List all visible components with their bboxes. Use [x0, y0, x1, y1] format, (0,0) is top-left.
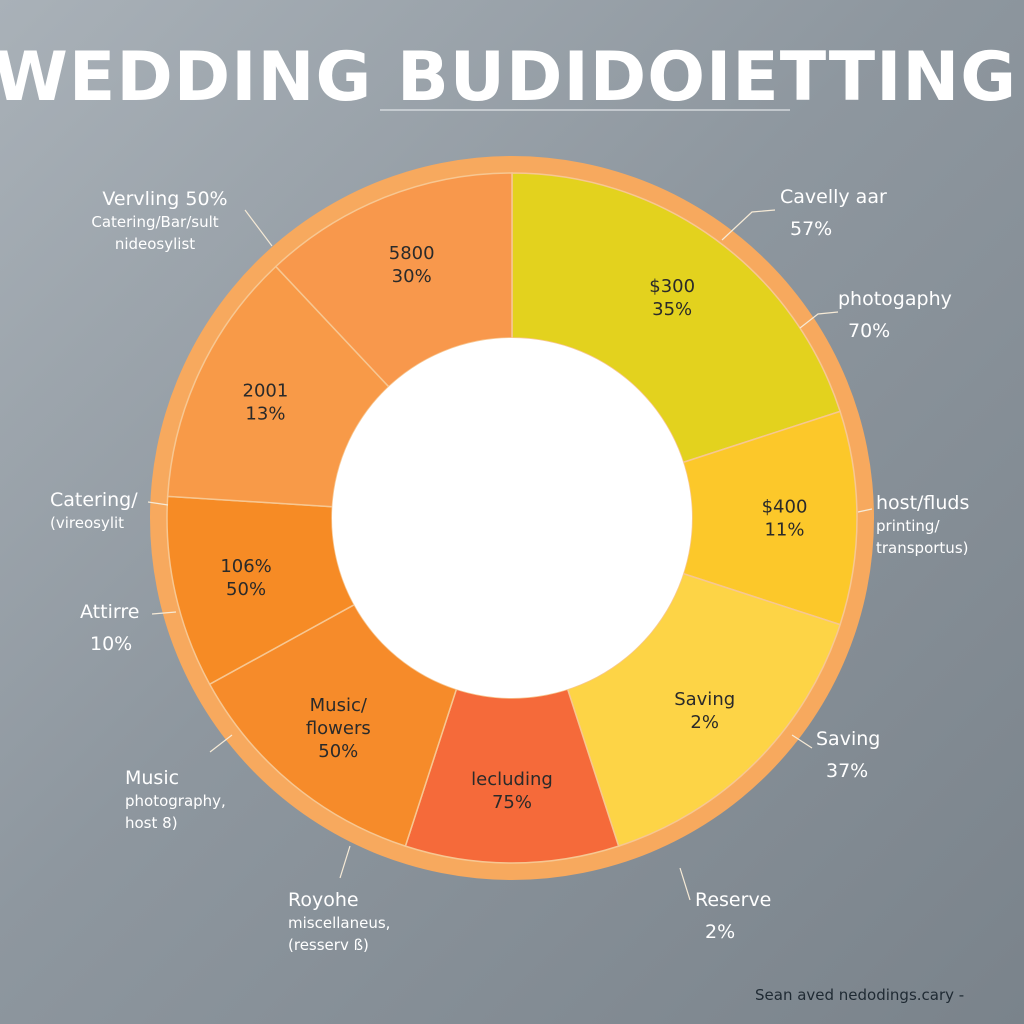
callout-6-leader-line: [151, 611, 177, 615]
callout-9-leader-line: [339, 845, 351, 879]
slice-1-label-2: 35%: [652, 299, 692, 320]
slice-2-label-2: 11%: [764, 520, 804, 541]
callout-6-percent: 10%: [90, 633, 132, 655]
callout-10: Reserve 2%: [679, 867, 771, 943]
slice-3-label-1: Saving: [674, 689, 735, 710]
callout-9: Royohe miscellaneus, (resserv ß): [288, 845, 390, 954]
callout-1-subtext-1: Catering/Bar/sult: [91, 213, 218, 231]
callout-7-leader-line: [791, 734, 813, 749]
callout-1-leader-line: [244, 209, 273, 247]
slice-6-label-2: 50%: [226, 579, 266, 600]
slice-4-label-1: lecluding: [471, 769, 553, 790]
callout-4-leader-line: [147, 501, 169, 506]
slice-7-label-1: 2001: [243, 380, 289, 401]
callout-8-subtext-1: photography,: [125, 792, 226, 810]
callout-8-title: Music: [125, 767, 179, 789]
donut-hole: [332, 338, 692, 698]
slice-5-label-2: flowers: [306, 718, 371, 739]
callout-8: Music photography, host 8): [125, 734, 233, 832]
slice-8-label-1: 5800: [389, 243, 435, 264]
chart-title: WEDDING BUDIDOIETTING: [0, 38, 1017, 117]
callout-10-leader-line: [679, 867, 691, 901]
slice-8-label-2: 30%: [392, 266, 432, 287]
callout-1: Vervling 50% Catering/Bar/sult nideosylist: [91, 188, 273, 253]
callout-5-subtext-2: transportus): [876, 539, 968, 557]
callout-10-percent: 2%: [705, 921, 735, 943]
callout-8-subtext-2: host 8): [125, 814, 178, 832]
slice-1-label-1: $300: [649, 276, 695, 297]
callout-2-title: Cavelly aar: [780, 186, 887, 208]
callout-4-subtext-1: (vireosylit: [50, 514, 124, 532]
callout-9-subtext-2: (resserv ß): [288, 936, 369, 954]
callout-2-leader-line: [721, 209, 776, 241]
callout-5: host/fluds printing/transportus): [857, 492, 969, 557]
callout-3-leader-line: [799, 311, 839, 329]
callout-2: Cavelly aar 57%: [721, 186, 887, 241]
callout-1-title: Vervling 50%: [102, 188, 227, 210]
callout-4: Catering/ (vireosylit: [50, 489, 169, 532]
callout-5-title: host/fluds: [876, 492, 969, 514]
slice-4-label-2: 75%: [492, 792, 532, 813]
slice-2-label-1: $400: [762, 497, 808, 518]
callout-6: Attirre 10%: [80, 601, 177, 655]
callout-5-leader-line: [857, 508, 873, 513]
slice-6-label-1: 106%: [220, 556, 271, 577]
slice-5-label-1: Music/: [310, 695, 368, 716]
callout-9-title: Royohe: [288, 889, 359, 911]
callout-2-percent: 57%: [790, 218, 832, 240]
callout-6-title: Attirre: [80, 601, 139, 623]
callout-3: photogaphy 70%: [799, 288, 952, 342]
footer-caption: Sean aved nedodings.cary -: [755, 986, 964, 1004]
callout-3-percent: 70%: [848, 320, 890, 342]
slice-5-label-3: 50%: [318, 741, 358, 762]
callout-10-title: Reserve: [695, 889, 771, 911]
callout-1-subtext-2: nideosylist: [115, 235, 195, 253]
callout-4-title: Catering/: [50, 489, 138, 511]
callout-7: Saving 37%: [791, 728, 880, 782]
callout-8-leader-line: [209, 734, 233, 753]
slice-7-label-2: 13%: [245, 403, 285, 424]
callout-5-subtext-1: printing/: [876, 517, 940, 535]
slice-3-label-2: 2%: [690, 712, 719, 733]
callout-7-title: Saving: [816, 728, 880, 750]
callout-9-subtext-1: miscellaneus,: [288, 914, 390, 932]
callout-7-percent: 37%: [826, 760, 868, 782]
callout-3-title: photogaphy: [838, 288, 952, 310]
